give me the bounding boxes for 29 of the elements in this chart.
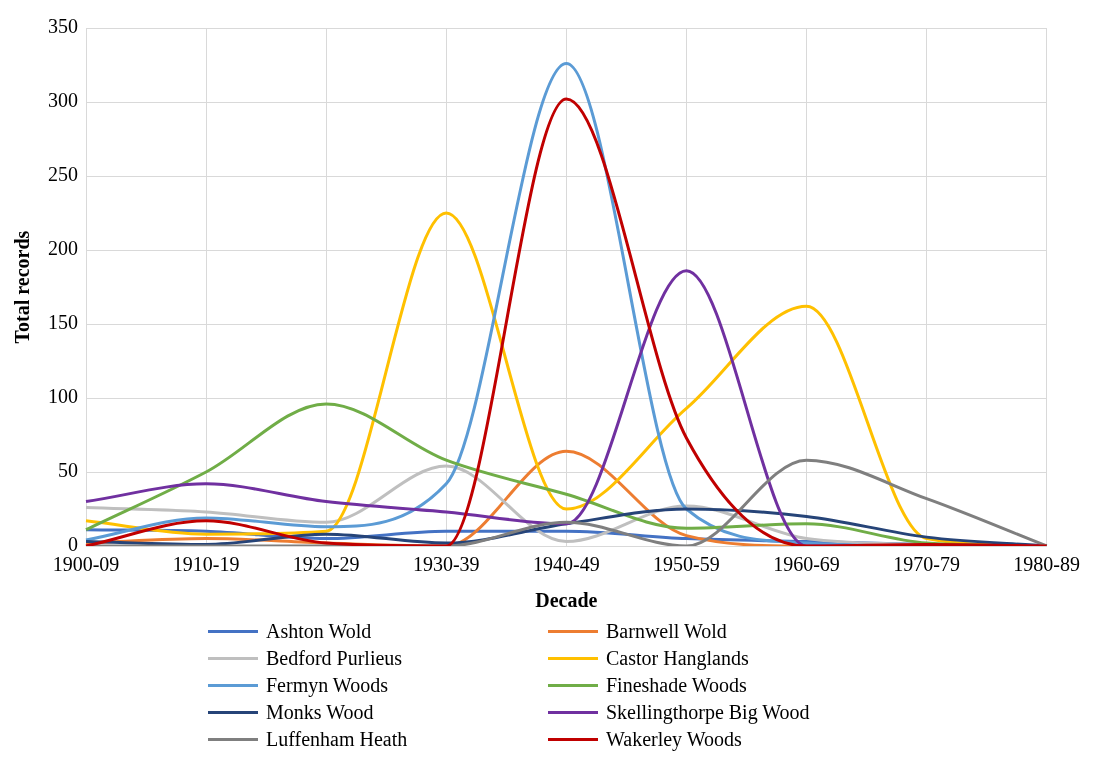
y-tick-label: 50 [58,459,78,482]
y-axis-title: Total records [11,230,34,344]
x-tick-label: 1930-39 [412,553,480,576]
y-tick-label: 350 [48,15,78,38]
legend-label: Ashton Wold [266,619,372,644]
y-tick-label: 200 [48,237,78,260]
x-tick-label: 1900-09 [52,553,120,576]
legend-label: Barnwell Wold [606,619,727,644]
legend-label: Fermyn Woods [266,673,388,699]
x-tick-label: 1980-89 [1013,553,1081,576]
legend-label: Castor Hanglands [606,646,749,672]
x-tick-label: 1950-59 [653,553,720,576]
y-tick-label: 150 [48,311,78,334]
legend-label: Monks Wood [266,700,374,725]
y-tick-label: 300 [48,89,78,112]
legend-label: Luffenham Heath [266,727,408,752]
legend-label: Fineshade Woods [606,673,747,698]
x-tick-label: 1970-79 [893,553,960,576]
legend-label: Bedford Purlieus [266,646,403,671]
legend-label: Wakerley Woods [606,727,742,753]
y-tick-label: 100 [48,385,78,408]
legend-label: Skellingthorpe Big Wood [606,700,810,726]
x-tick-label: 1920-29 [292,553,360,576]
x-tick-label: 1960-69 [773,553,840,576]
x-tick-label: 1940-49 [533,553,600,576]
x-axis-title: Decade [535,589,598,612]
y-tick-label: 250 [48,163,78,186]
x-tick-label: 1910-19 [172,553,240,576]
y-tick-label: 0 [68,533,78,556]
